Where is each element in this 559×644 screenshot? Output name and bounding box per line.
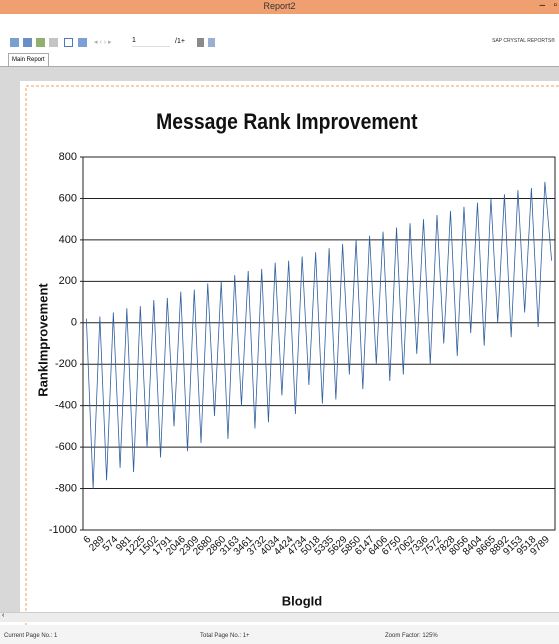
y-tick-label: -1000 xyxy=(49,524,77,536)
find-button[interactable] xyxy=(197,38,204,47)
toolbar: ◂ ‹ › ▸ 1 /1+ SAP CRYSTAL REPORTS® xyxy=(0,14,559,48)
zoom-factor: Zoom Factor: 125% xyxy=(385,633,438,639)
toggle-tree-button[interactable] xyxy=(64,38,73,47)
y-tick-label: -200 xyxy=(55,358,77,370)
refresh-button[interactable] xyxy=(36,38,45,47)
maximize-button[interactable]: ▫ xyxy=(553,0,557,11)
y-tick-label: 400 xyxy=(59,234,77,246)
chart-title: Message Rank Improvement xyxy=(156,110,418,134)
page-input[interactable]: 1 xyxy=(132,37,170,47)
y-tick-label: -800 xyxy=(55,482,77,494)
status-bar: Current Page No.: 1 Total Page No.: 1+ Z… xyxy=(0,625,559,644)
y-axis-label: RankImprovement xyxy=(35,283,50,397)
x-axis-label: BlogId xyxy=(282,593,322,608)
total-page: Total Page No.: 1+ xyxy=(200,633,250,639)
y-tick-label: 0 xyxy=(71,317,77,329)
copy-button[interactable] xyxy=(49,38,58,47)
y-tick-label: -400 xyxy=(55,400,77,412)
export-button[interactable] xyxy=(10,38,19,47)
y-tick-label: -600 xyxy=(55,441,77,453)
title-bar: Report2 – ▫ xyxy=(0,0,559,14)
series-line xyxy=(85,181,553,489)
nav-buttons[interactable]: ◂ ‹ › ▸ xyxy=(94,39,112,46)
print-button[interactable] xyxy=(23,38,32,47)
tab[interactable]: Main Report xyxy=(8,53,49,66)
minimize-button[interactable]: – xyxy=(539,0,545,11)
brand: SAP CRYSTAL REPORTS® xyxy=(492,38,555,44)
horizontal-scrollbar[interactable]: ‹ xyxy=(0,612,559,622)
current-page: Current Page No.: 1 xyxy=(4,633,58,639)
y-tick-label: 200 xyxy=(59,275,77,287)
zoom-button[interactable] xyxy=(208,38,215,47)
y-tick-label: 800 xyxy=(59,151,77,163)
group-tree-button[interactable] xyxy=(78,38,87,47)
page-total: /1+ xyxy=(175,38,185,45)
y-tick-label: 600 xyxy=(59,192,77,204)
window-title: Report2 xyxy=(263,1,296,11)
